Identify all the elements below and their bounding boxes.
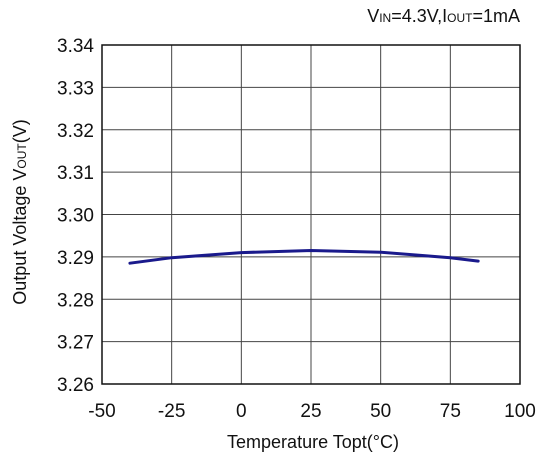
condition-separator: , [437,6,442,26]
y-tick-label: 3.33 [57,78,94,99]
x-tick-label: 25 [300,401,321,422]
y-tick-label: 3.31 [57,163,94,184]
y-tick-label: 3.26 [57,375,94,396]
x-tick-label: 100 [504,401,536,422]
iout-prefix: I [442,6,447,26]
y-tick-label: 3.32 [57,121,94,142]
series-line [128,249,480,265]
y-tick-label: 3.28 [57,290,94,311]
x-tick-labels: -50 -25 0 25 50 75 100 [88,401,536,422]
y-tick-label: 3.29 [57,248,94,269]
y-tick-labels: 3.26 3.27 3.28 3.29 3.30 3.31 3.32 3.33 3.34 [57,36,94,396]
iout-value: =1mA [472,6,520,26]
grid [101,44,521,385]
x-axis-title: Temperature Topt(°C) [227,432,399,452]
y-axis-title-main: Output Voltage V [10,169,30,305]
y-tick-label: 3.30 [57,206,94,227]
x-tick-label: 75 [440,401,461,422]
x-tick-label: -25 [158,401,185,422]
y-axis-title: Output Voltage VOUT(V) [10,119,30,304]
x-tick-label: -50 [88,401,115,422]
vin-sub: IN [379,11,391,25]
iout-sub: OUT [447,11,473,25]
vin-value: =4.3V [391,6,439,26]
plot-area-frame [101,44,521,385]
series-layer [128,249,480,265]
x-tick-label: 0 [236,401,247,422]
y-tick-label: 3.34 [57,36,94,57]
x-tick-label: 50 [370,401,391,422]
y-tick-label: 3.27 [57,333,94,354]
y-axis-title-unit: (V) [10,119,30,143]
y-axis-title-sub: OUT [15,143,29,169]
condition-label: VIN=4.3V,IOUT=1mA [367,6,520,26]
vin-prefix: V [367,6,379,26]
